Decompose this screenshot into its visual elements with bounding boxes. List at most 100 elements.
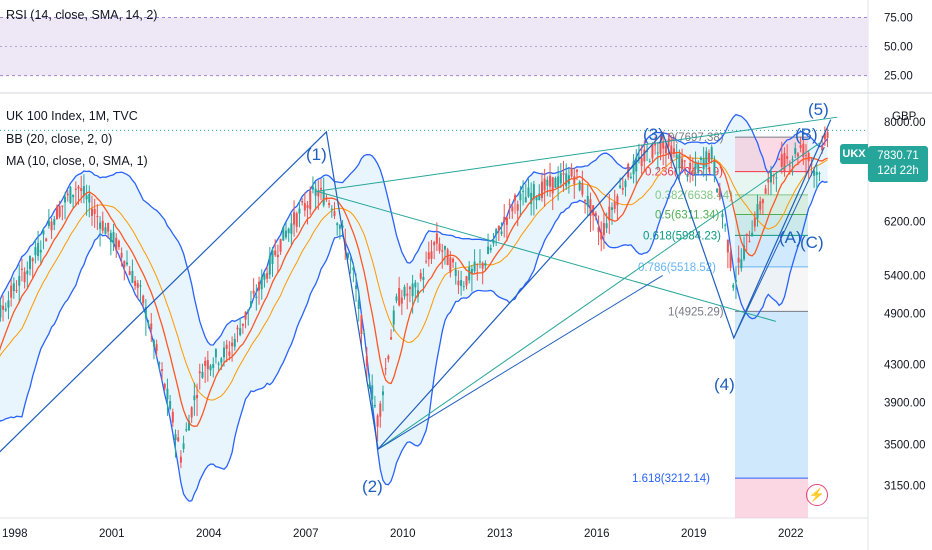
candle-body bbox=[34, 247, 37, 256]
candle-body bbox=[282, 226, 285, 241]
candle-body bbox=[807, 152, 810, 162]
candle-body bbox=[578, 181, 581, 191]
candle-body bbox=[171, 411, 174, 423]
candle-body bbox=[748, 241, 751, 243]
candle-body bbox=[247, 309, 250, 312]
candle-body bbox=[708, 152, 711, 163]
flash-icon[interactable]: ⚡ bbox=[806, 484, 828, 506]
wave-label-2: (3) bbox=[643, 125, 664, 144]
fib-zone-ext bbox=[735, 311, 808, 479]
candle-body bbox=[287, 228, 290, 234]
candle-body bbox=[802, 143, 805, 158]
price-tick-8: 3150.00 bbox=[884, 481, 926, 493]
candle-body bbox=[637, 156, 640, 160]
candle-body bbox=[47, 220, 50, 227]
candle-body bbox=[511, 206, 514, 212]
candle-body bbox=[325, 198, 328, 200]
candle-body bbox=[495, 229, 498, 235]
candle-body bbox=[751, 232, 754, 237]
candle-body bbox=[23, 271, 26, 283]
candle-body bbox=[438, 243, 441, 251]
candle-body bbox=[737, 257, 740, 263]
candle-body bbox=[540, 181, 543, 199]
candle-body bbox=[532, 184, 535, 200]
candle-body bbox=[691, 169, 694, 172]
candle-body bbox=[120, 252, 123, 258]
candle-body bbox=[90, 208, 93, 216]
candle-body bbox=[422, 276, 425, 281]
candle-body bbox=[524, 196, 527, 203]
bollinger-upper bbox=[0, 113, 829, 346]
candle-body bbox=[767, 179, 770, 183]
candle-body bbox=[18, 276, 21, 286]
candle-body bbox=[88, 193, 91, 203]
candle-body bbox=[689, 162, 692, 170]
fib-label-4: 0.618(5984.23) bbox=[643, 230, 721, 242]
candle-body bbox=[759, 201, 762, 210]
fib-label-2: 0.382(6638.44) bbox=[655, 190, 733, 202]
candle-body bbox=[58, 206, 61, 217]
candle-body bbox=[778, 158, 781, 160]
candle-body bbox=[527, 187, 530, 197]
candle-body bbox=[616, 195, 619, 206]
candle-body bbox=[538, 193, 541, 201]
candle-body bbox=[355, 285, 358, 289]
candle-body bbox=[400, 297, 403, 304]
candle-body bbox=[139, 285, 142, 287]
candle-body bbox=[813, 170, 816, 176]
candle-body bbox=[104, 227, 107, 234]
candle-body bbox=[115, 237, 118, 251]
candle-body bbox=[454, 269, 457, 276]
candle-body bbox=[425, 260, 428, 262]
wave-label-4: (5) bbox=[808, 100, 829, 119]
candle-body bbox=[430, 251, 433, 259]
candle-body bbox=[177, 437, 180, 442]
candle-body bbox=[45, 238, 48, 242]
x-tick-2: 2004 bbox=[196, 528, 222, 540]
candle-body bbox=[15, 290, 18, 292]
candle-body bbox=[710, 147, 713, 159]
candle-body bbox=[675, 154, 678, 159]
candle-body bbox=[144, 306, 147, 319]
candle-body bbox=[352, 267, 355, 271]
candle-body bbox=[594, 213, 597, 217]
candle-body bbox=[549, 175, 552, 187]
candle-body bbox=[236, 327, 239, 330]
candle-body bbox=[99, 222, 102, 229]
candle-body bbox=[597, 227, 600, 233]
candle-body bbox=[239, 328, 242, 336]
candle-body bbox=[349, 259, 352, 261]
candle-body bbox=[640, 157, 643, 167]
bb-legend: BB (20, close, 2, 0) bbox=[6, 132, 113, 146]
candle-body bbox=[258, 281, 261, 291]
candle-body bbox=[465, 276, 468, 286]
candle-body bbox=[112, 232, 115, 244]
candle-body bbox=[298, 208, 301, 214]
candle-body bbox=[726, 239, 729, 253]
candle-body bbox=[336, 223, 339, 226]
candle-body bbox=[360, 315, 363, 335]
symbol-tag: UKX bbox=[840, 144, 868, 164]
candle-body bbox=[279, 238, 282, 252]
candle-body bbox=[648, 161, 651, 163]
candle-body bbox=[608, 206, 611, 221]
candle-body bbox=[20, 268, 23, 271]
candle-body bbox=[193, 395, 196, 401]
candle-body bbox=[223, 347, 226, 358]
candle-body bbox=[109, 232, 112, 243]
candle-body bbox=[379, 403, 382, 417]
candle-body bbox=[231, 342, 234, 347]
candle-body bbox=[266, 272, 269, 279]
candle-body bbox=[753, 218, 756, 227]
candle-body bbox=[10, 285, 13, 298]
candle-body bbox=[158, 362, 161, 364]
wave-label-7: (C) bbox=[800, 233, 824, 252]
fib-label-5: 0.786(5518.52) bbox=[638, 262, 716, 274]
candle-body bbox=[457, 280, 460, 286]
candle-body bbox=[12, 283, 15, 292]
candle-body bbox=[198, 371, 201, 374]
wave-label-0: (1) bbox=[306, 145, 327, 164]
candle-body bbox=[505, 217, 508, 225]
candle-body bbox=[629, 176, 632, 179]
x-tick-8: 2022 bbox=[778, 528, 804, 540]
